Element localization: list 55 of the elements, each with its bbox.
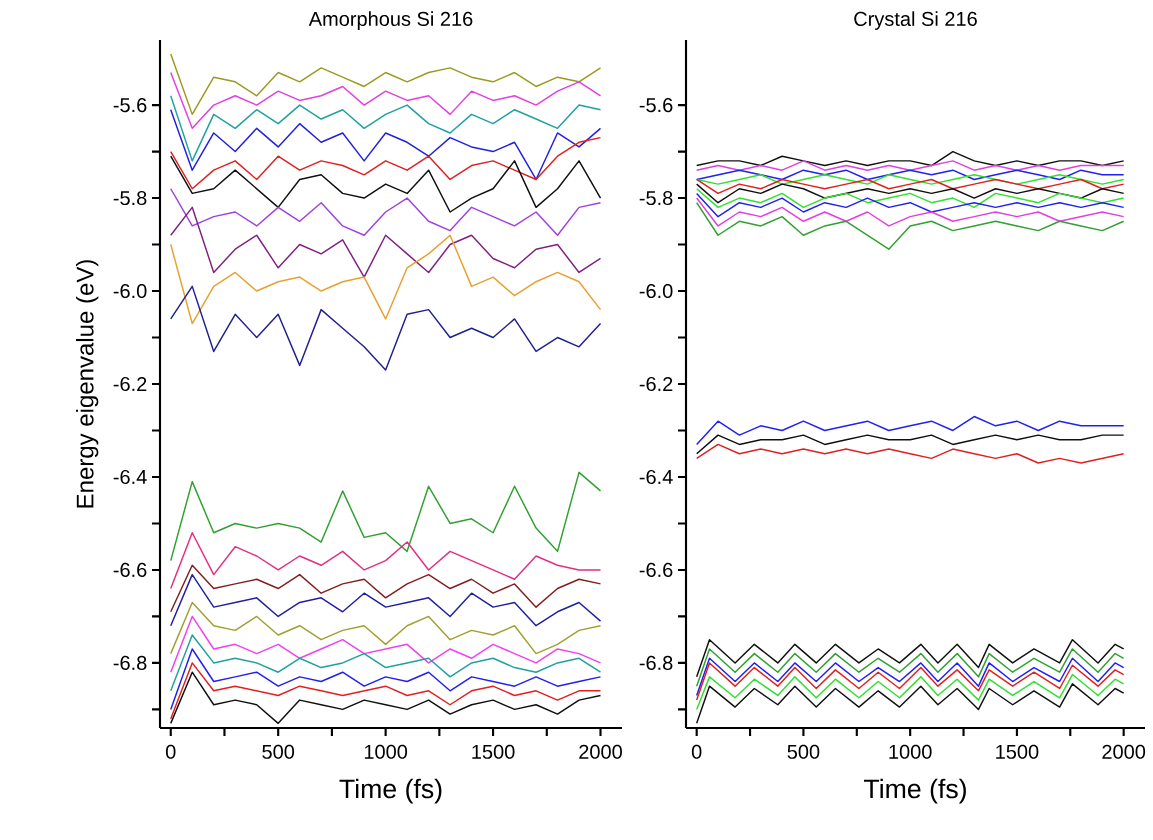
y-tick-label: -6.8 (113, 655, 147, 670)
line-series (695, 434, 1125, 455)
y-tick-label: -6.2 (639, 376, 673, 392)
y-tick-label: -5.8 (113, 190, 147, 206)
line-series (695, 683, 1125, 725)
y-tick-label: -6.6 (639, 562, 673, 578)
y-tick-label: -6.0 (113, 283, 147, 299)
line-series (170, 108, 602, 181)
x-axis-title: Time (fs) (864, 778, 966, 804)
line-series (170, 615, 602, 673)
line-series (170, 53, 602, 116)
line-series (170, 532, 602, 590)
x-tick-label: 2000 (1102, 744, 1146, 759)
y-tick-label: -6.4 (113, 469, 147, 485)
x-tick-label: 1000 (889, 744, 932, 759)
y-tick-label: -6.8 (639, 655, 673, 670)
line-series (170, 95, 602, 162)
chart-title: Amorphous Si 216 (308, 11, 473, 30)
line-series (695, 192, 1125, 218)
line-series (170, 188, 602, 236)
x-tick-label: 2000 (579, 744, 622, 759)
line-series (170, 71, 602, 130)
line-series (170, 648, 602, 711)
y-tick-label: -5.6 (639, 97, 673, 113)
y-tick-label: -6.0 (639, 283, 673, 299)
y-axis-title: Energy eigenvalue (eV) (75, 260, 99, 508)
line-series (695, 178, 1125, 195)
x-axis-title: Time (fs) (339, 778, 442, 804)
chart-title: Crystal Si 216 (854, 11, 977, 30)
line-series (170, 601, 602, 655)
x-tick-label: 0 (165, 744, 176, 759)
x-tick-label: 1000 (364, 744, 408, 759)
line-series (695, 150, 1125, 167)
y-tick-label: -6.4 (639, 469, 673, 485)
line-series (170, 634, 602, 692)
x-tick-label: 0 (691, 744, 702, 759)
line-series (170, 234, 602, 325)
line-series (170, 136, 602, 190)
y-tick-label: -5.6 (113, 97, 147, 113)
line-series (170, 671, 602, 725)
y-tick-label: -6.6 (113, 562, 147, 578)
line-series (170, 206, 602, 278)
line-series (170, 564, 602, 613)
line-series (170, 573, 602, 627)
line-series (695, 673, 1125, 711)
x-tick-label: 500 (262, 744, 295, 759)
x-tick-label: 1500 (996, 744, 1039, 759)
line-series (170, 471, 602, 562)
x-tick-label: 1500 (472, 744, 515, 759)
line-series (695, 638, 1125, 678)
y-tick-label: -6.2 (113, 376, 147, 392)
line-series (170, 285, 602, 371)
y-tick-label: -5.8 (639, 190, 673, 206)
line-series (695, 648, 1125, 687)
x-tick-label: 500 (787, 744, 820, 759)
